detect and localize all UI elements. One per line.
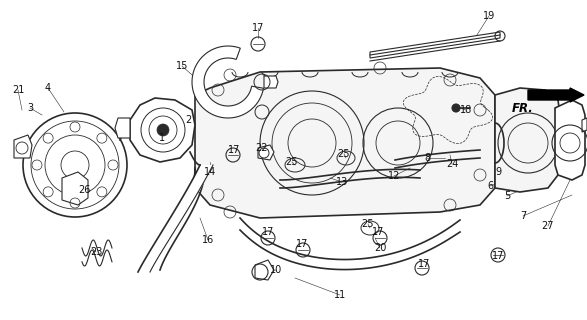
Polygon shape <box>495 88 560 192</box>
Polygon shape <box>255 260 274 280</box>
Polygon shape <box>192 46 264 118</box>
Polygon shape <box>115 118 130 138</box>
Polygon shape <box>555 100 585 180</box>
Polygon shape <box>258 145 274 160</box>
Text: 7: 7 <box>520 211 526 221</box>
Text: 17: 17 <box>228 145 240 155</box>
Text: 9: 9 <box>495 167 501 177</box>
Polygon shape <box>264 76 278 88</box>
Text: 3: 3 <box>27 103 33 113</box>
Text: 25: 25 <box>338 149 350 159</box>
Text: 5: 5 <box>504 191 510 201</box>
Text: 20: 20 <box>374 243 386 253</box>
Text: 16: 16 <box>202 235 214 245</box>
Text: 15: 15 <box>176 61 188 71</box>
Text: 6: 6 <box>487 181 493 191</box>
Text: 13: 13 <box>336 177 348 187</box>
Text: 22: 22 <box>256 143 268 153</box>
Circle shape <box>61 151 89 179</box>
Text: 2: 2 <box>185 115 191 125</box>
Text: 17: 17 <box>296 239 308 249</box>
Polygon shape <box>62 172 88 205</box>
Circle shape <box>157 124 169 136</box>
Text: 12: 12 <box>388 171 400 181</box>
Text: 26: 26 <box>78 185 90 195</box>
Text: 24: 24 <box>446 159 458 169</box>
Text: 17: 17 <box>252 23 264 33</box>
Text: 17: 17 <box>492 251 504 261</box>
Text: 1: 1 <box>159 133 165 143</box>
Text: 8: 8 <box>424 153 430 163</box>
FancyArrow shape <box>528 88 584 102</box>
Polygon shape <box>582 118 587 132</box>
Text: 25: 25 <box>362 219 375 229</box>
Text: 25: 25 <box>286 157 298 167</box>
Text: 14: 14 <box>204 167 216 177</box>
Text: 19: 19 <box>483 11 495 21</box>
Text: 10: 10 <box>270 265 282 275</box>
Text: 27: 27 <box>542 221 554 231</box>
Text: 11: 11 <box>334 290 346 300</box>
Text: FR.: FR. <box>512 102 534 115</box>
Polygon shape <box>138 165 213 272</box>
Text: 21: 21 <box>12 85 24 95</box>
Polygon shape <box>195 68 495 218</box>
Text: 17: 17 <box>372 227 384 237</box>
Text: 17: 17 <box>262 227 274 237</box>
Polygon shape <box>130 98 195 162</box>
Circle shape <box>452 104 460 112</box>
Text: 4: 4 <box>45 83 51 93</box>
Polygon shape <box>14 135 32 158</box>
Text: 17: 17 <box>418 259 430 269</box>
Polygon shape <box>370 32 500 58</box>
Text: 18: 18 <box>460 105 472 115</box>
Text: 23: 23 <box>90 247 102 257</box>
